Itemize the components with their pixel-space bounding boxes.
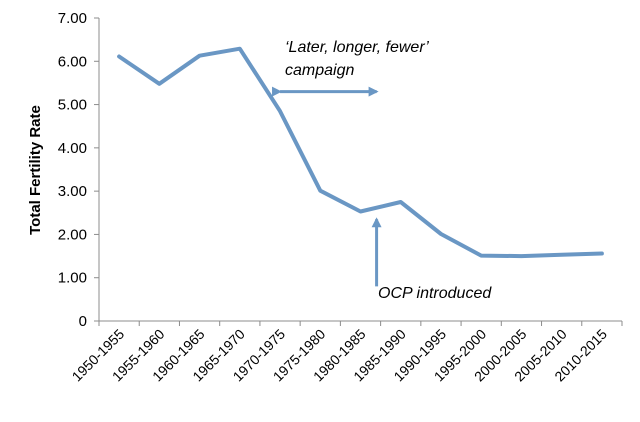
annotation-campaign-line1: ‘Later, longer, fewer’	[285, 39, 429, 56]
y-tick-label: 0	[79, 313, 87, 330]
annotation-ocp: OCP introduced	[371, 217, 492, 302]
y-tick-label: 7.00	[58, 10, 87, 27]
x-axis: 1950-19551955-19601960-19651965-19701970…	[69, 321, 623, 384]
y-tick-label: 4.00	[58, 140, 87, 157]
series-line-group	[117, 46, 604, 259]
annotation-campaign-line2: campaign	[285, 62, 354, 79]
y-axis-label: Total Fertility Rate	[27, 105, 44, 235]
axes	[98, 18, 622, 322]
y-tick-label: 1.00	[58, 270, 87, 287]
y-tick-label: 3.00	[58, 183, 87, 200]
y-tick-label: 5.00	[58, 97, 87, 114]
annotation-campaign: ‘Later, longer, fewer’ campaign	[272, 39, 429, 97]
series-line	[117, 46, 604, 259]
y-tick-label: 6.00	[58, 53, 87, 70]
y-tick-label: 2.00	[58, 226, 87, 243]
annotation-ocp-label: OCP introduced	[378, 285, 492, 302]
y-axis: 0 1.00 2.00 3.00 4.00 5.00 6.00 7.00	[58, 10, 99, 330]
